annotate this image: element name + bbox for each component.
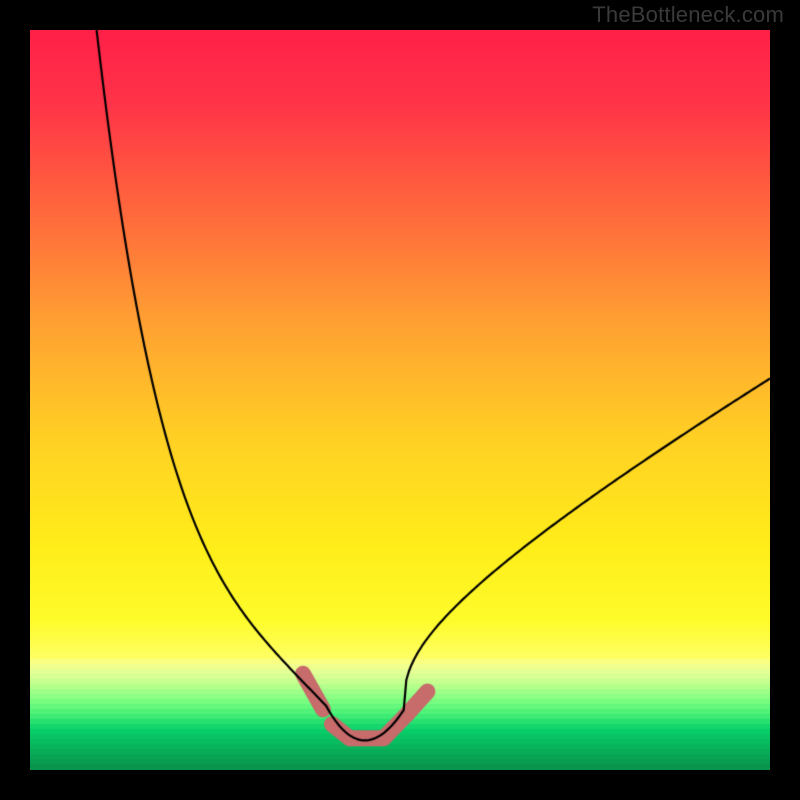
watermark-text: TheBottleneck.com	[592, 2, 784, 28]
chart-stage: TheBottleneck.com	[0, 0, 800, 800]
plot-area	[30, 30, 770, 770]
bottleneck-curve	[30, 30, 770, 770]
